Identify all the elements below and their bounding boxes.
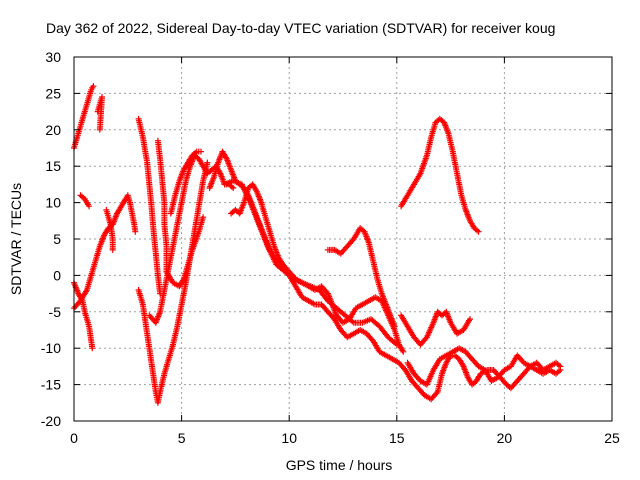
- data-point-markers: [135, 115, 164, 297]
- y-tick-label: 25: [45, 85, 61, 101]
- series-track-k: [163, 214, 207, 290]
- data-point-markers: [94, 94, 105, 133]
- x-tick-label: 25: [604, 430, 620, 446]
- x-tick-label: 5: [178, 430, 186, 446]
- series-track-h: [154, 137, 170, 275]
- x-tick-label: 10: [281, 430, 297, 446]
- data-point-markers: [398, 308, 473, 348]
- x-axis-title: GPS time / hours: [286, 457, 393, 473]
- series-track-j: [146, 152, 237, 326]
- y-tick-label: 20: [45, 122, 61, 138]
- y-axis-title: SDTVAR / TECUs: [8, 183, 24, 295]
- x-tick-label: 20: [497, 430, 513, 446]
- x-tick-label: 15: [389, 430, 405, 446]
- series-track-g: [135, 115, 164, 297]
- series-track-n: [228, 181, 564, 403]
- series-track-d: [77, 192, 93, 210]
- series-track-l: [167, 148, 204, 217]
- y-tick-label: 30: [45, 49, 61, 65]
- data-point-markers: [154, 137, 170, 275]
- series-track-f: [103, 206, 116, 253]
- data-point-markers: [398, 115, 482, 235]
- data-point-markers: [324, 225, 398, 330]
- x-tick-label: 0: [70, 430, 78, 446]
- chart-title: Day 362 of 2022, Sidereal Day-to-day VTE…: [46, 20, 555, 36]
- y-tick-label: -15: [41, 377, 61, 393]
- data-point-markers: [228, 181, 564, 403]
- series-track-b: [94, 94, 105, 133]
- data-point-markers: [77, 192, 93, 210]
- y-tick-label: -20: [41, 413, 61, 429]
- x-axis-ticks: 0 5 10 15 20 25: [70, 57, 620, 446]
- series-track-s: [404, 345, 564, 388]
- data-point-markers: [404, 345, 564, 388]
- series-track-r: [398, 115, 482, 235]
- data-point-markers: [103, 206, 116, 253]
- data-point-markers: [221, 177, 400, 348]
- data-point-markers: [163, 214, 207, 290]
- series-track-q: [398, 308, 473, 348]
- y-tick-label: 0: [53, 267, 61, 283]
- y-tick-label: 15: [45, 158, 61, 174]
- y-tick-label: 5: [53, 231, 61, 247]
- series-track-p: [324, 225, 398, 330]
- y-axis-ticks: -20 -15 -10 -5 0 5 10 15 20 25 30: [41, 49, 612, 429]
- series-track-o: [221, 177, 400, 348]
- data-marks: [71, 83, 564, 406]
- data-point-markers: [167, 148, 204, 217]
- y-tick-label: -10: [41, 340, 61, 356]
- grid: [74, 57, 612, 421]
- y-tick-label: -5: [49, 304, 62, 320]
- data-point-markers: [146, 152, 237, 326]
- y-tick-label: 10: [45, 195, 61, 211]
